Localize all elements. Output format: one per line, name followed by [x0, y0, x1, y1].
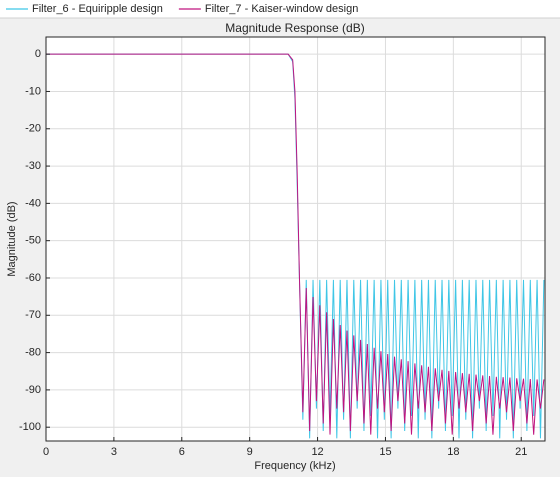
- y-tick-label: -100: [19, 421, 41, 433]
- chart-title: Magnitude Response (dB): [225, 21, 364, 35]
- y-tick-label: -80: [25, 346, 41, 358]
- x-tick-label: 9: [247, 446, 253, 458]
- x-tick-label: 12: [311, 446, 323, 458]
- series-line: [46, 53, 545, 439]
- plot-frame: [45, 36, 546, 442]
- y-tick-label: -70: [25, 309, 41, 321]
- x-tick-label: 18: [447, 446, 459, 458]
- y-tick-label: 0: [35, 48, 41, 60]
- x-tick-label: 21: [515, 446, 527, 458]
- y-tick-label: -20: [25, 123, 41, 135]
- y-tick-label: -60: [25, 272, 41, 284]
- x-tick-label: 3: [111, 446, 117, 458]
- y-axis-label: Magnitude (dB): [6, 201, 18, 276]
- y-tick-label: -90: [25, 384, 41, 396]
- legend-label: Filter_6 - Equiripple design: [32, 3, 163, 15]
- legend-label: Filter_7 - Kaiser-window design: [205, 3, 358, 15]
- y-tick-label: -40: [25, 197, 41, 209]
- x-tick-label: 6: [179, 446, 185, 458]
- series-line: [46, 53, 545, 435]
- x-axis-label: Frequency (kHz): [254, 460, 335, 472]
- x-tick-label: 0: [43, 446, 49, 458]
- y-tick-label: -30: [25, 160, 41, 172]
- x-tick-label: 15: [379, 446, 391, 458]
- y-tick-label: -10: [25, 85, 41, 97]
- legend-bar: [0, 0, 560, 18]
- y-tick-label: -50: [25, 235, 41, 247]
